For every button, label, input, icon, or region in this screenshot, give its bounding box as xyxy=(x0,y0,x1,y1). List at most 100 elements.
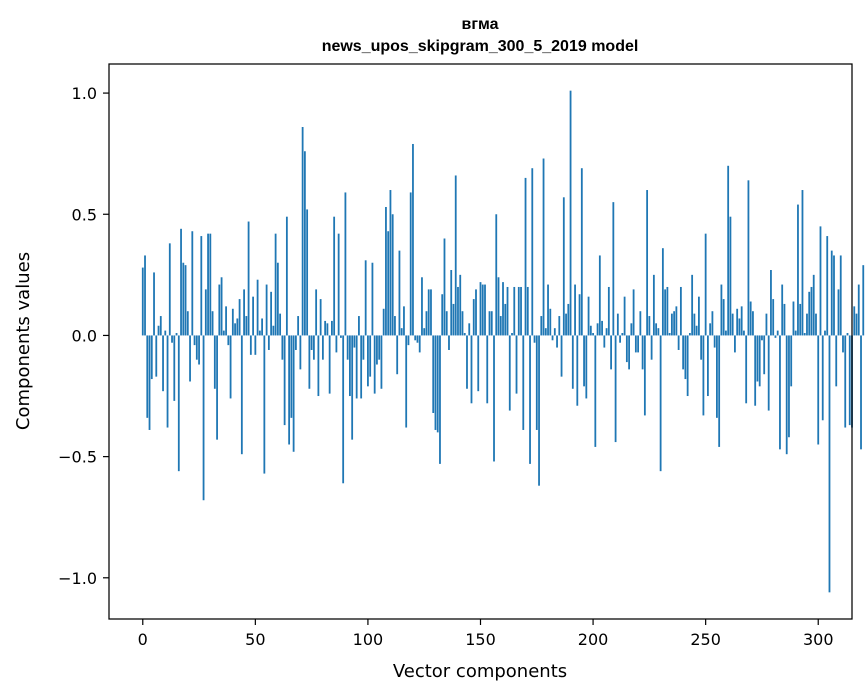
bar-component-70 xyxy=(299,335,302,370)
bar-component-132 xyxy=(439,335,441,464)
bar-component-205 xyxy=(603,335,606,348)
bar-component-112 xyxy=(394,316,396,336)
bar-component-87 xyxy=(337,233,340,336)
bar-component-179 xyxy=(544,328,547,336)
bar-component-100 xyxy=(367,335,369,387)
bar-component-41 xyxy=(234,323,236,336)
bar-component-40 xyxy=(231,308,234,336)
bar-component-183 xyxy=(553,328,556,336)
bar-component-253 xyxy=(711,311,714,336)
bar-component-191 xyxy=(571,335,574,389)
bar-component-157 xyxy=(495,214,498,336)
bar-component-79 xyxy=(319,299,322,336)
bar-component-320 xyxy=(862,265,865,336)
bar-component-83 xyxy=(328,335,331,394)
bar-component-298 xyxy=(812,274,815,336)
plot-frame xyxy=(108,63,853,620)
bar-component-76 xyxy=(312,335,315,360)
bar-component-181 xyxy=(549,308,552,336)
bar-component-124 xyxy=(421,277,423,336)
bar-component-73 xyxy=(306,209,309,336)
chart-subtitle: news_upos_skipgram_300_5_2019 model xyxy=(322,38,639,55)
bar-component-223 xyxy=(643,335,646,416)
bar-component-7 xyxy=(157,325,160,336)
bar-component-35 xyxy=(220,277,223,336)
bar-component-193 xyxy=(576,335,579,406)
bar-component-21 xyxy=(189,335,191,382)
x-axis-label: Vector components xyxy=(393,661,567,682)
bar-component-313 xyxy=(846,333,849,336)
bar-component-227 xyxy=(652,274,655,336)
bar-component-187 xyxy=(562,197,565,336)
bar-component-60 xyxy=(276,262,279,336)
bar-component-198 xyxy=(587,296,590,336)
bar-component-90 xyxy=(344,192,347,336)
bar-component-26 xyxy=(200,236,203,336)
bar-component-178 xyxy=(542,158,545,336)
bar-component-300 xyxy=(817,335,820,445)
bar-component-189 xyxy=(567,303,570,336)
bar-component-245 xyxy=(693,313,696,336)
bar-component-317 xyxy=(855,313,858,336)
bar-component-185 xyxy=(558,316,561,336)
bar-component-33 xyxy=(216,335,218,440)
bar-component-170 xyxy=(524,177,527,336)
chart-title: вгма xyxy=(461,16,498,33)
bar-component-58 xyxy=(272,325,275,336)
bar-component-307 xyxy=(833,255,835,336)
bar-component-55 xyxy=(265,284,268,336)
bar-component-128 xyxy=(430,289,432,336)
bar-component-232 xyxy=(664,289,667,336)
bar-component-275 xyxy=(761,335,763,341)
bar-component-86 xyxy=(335,335,338,353)
bar-component-257 xyxy=(720,284,723,336)
bar-component-67 xyxy=(292,335,295,452)
bar-component-94 xyxy=(353,335,356,348)
bar-component-201 xyxy=(594,335,597,447)
bar-component-146 xyxy=(470,335,473,404)
bar-component-249 xyxy=(702,335,705,416)
bar-component-120 xyxy=(412,143,414,336)
bar-component-219 xyxy=(634,335,637,353)
bar-component-134 xyxy=(443,238,446,336)
bar-component-296 xyxy=(808,291,811,336)
bar-component-204 xyxy=(601,320,603,336)
bar-component-75 xyxy=(310,335,313,350)
bar-component-194 xyxy=(578,294,581,336)
bar-component-197 xyxy=(585,335,588,399)
bar-component-269 xyxy=(747,180,750,336)
bar-component-107 xyxy=(382,308,385,336)
bar-component-265 xyxy=(738,318,741,336)
bar-component-10 xyxy=(164,330,167,336)
bar-component-28 xyxy=(204,289,207,336)
bar-component-229 xyxy=(657,328,660,336)
bar-component-93 xyxy=(351,335,354,440)
bar-component-177 xyxy=(540,316,543,336)
bar-component-156 xyxy=(493,335,495,462)
bar-component-276 xyxy=(763,335,766,375)
bar-component-202 xyxy=(596,323,599,336)
bar-component-24 xyxy=(195,335,198,360)
bar-component-2 xyxy=(146,335,149,418)
bar-component-101 xyxy=(369,335,372,377)
bar-component-281 xyxy=(774,335,777,338)
bar-component-84 xyxy=(331,320,333,336)
bar-component-262 xyxy=(731,313,734,336)
bar-component-238 xyxy=(677,335,680,350)
bar-component-182 xyxy=(551,335,554,341)
bar-component-282 xyxy=(776,330,779,336)
bar-component-217 xyxy=(630,323,633,336)
y-axis-label: Components values xyxy=(13,252,34,430)
bar-component-290 xyxy=(794,330,797,336)
bar-component-34 xyxy=(218,284,221,336)
bar-component-52 xyxy=(258,330,261,336)
bar-component-272 xyxy=(754,335,757,406)
bar-component-45 xyxy=(243,289,245,336)
bar-component-64 xyxy=(285,216,288,336)
bar-component-240 xyxy=(682,335,685,370)
bar-component-65 xyxy=(288,335,291,445)
bar-component-208 xyxy=(610,335,612,370)
bar-component-258 xyxy=(722,299,725,336)
bar-component-314 xyxy=(848,335,851,426)
bar-component-118 xyxy=(407,335,410,346)
